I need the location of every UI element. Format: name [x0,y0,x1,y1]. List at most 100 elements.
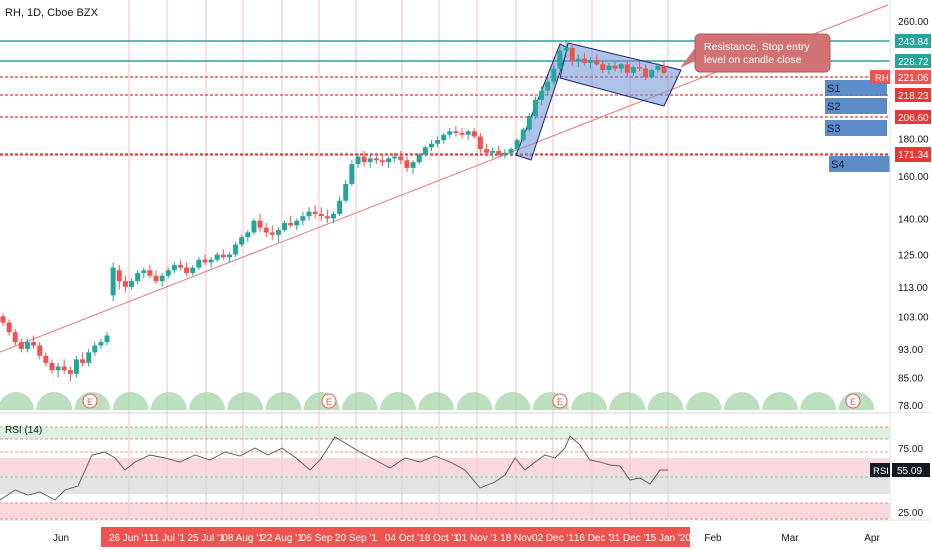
candle-body[interactable] [220,254,226,258]
candle-body[interactable] [239,237,245,245]
candle-body[interactable] [67,370,73,374]
candle-body[interactable] [398,156,404,161]
candle-body[interactable] [129,281,135,287]
candle-body[interactable] [331,213,336,219]
candle-body[interactable] [171,264,177,271]
candle-body[interactable] [514,140,520,150]
candle-body[interactable] [324,216,330,219]
candle-body[interactable] [465,131,471,135]
candle-body[interactable] [551,68,557,82]
candle-body[interactable] [606,65,612,70]
candle-body[interactable] [453,131,459,134]
candle-body[interactable] [24,342,30,349]
candle-body[interactable] [49,362,55,371]
candle-body[interactable] [12,332,18,343]
candle-body[interactable] [135,272,141,282]
candle-body[interactable] [379,160,385,163]
candle-body[interactable] [110,267,116,296]
candle-body[interactable] [31,342,37,346]
earnings-icon[interactable] [82,393,98,409]
candle-body[interactable] [116,270,122,282]
candle-body[interactable] [649,69,655,78]
candle-body[interactable] [288,223,294,226]
candle-body[interactable] [190,267,196,273]
candle-body[interactable] [618,64,624,69]
candle-body[interactable] [447,131,453,135]
candle-body[interactable] [318,213,324,217]
candle-body[interactable] [18,342,24,349]
candle-body[interactable] [202,259,208,263]
candle-body[interactable] [422,147,428,155]
candle-body[interactable] [153,275,159,282]
candle-body[interactable] [526,116,532,130]
candle-body[interactable] [141,270,147,273]
candle-body[interactable] [588,60,594,63]
candle-body[interactable] [392,156,398,159]
support-label-box[interactable] [825,98,887,114]
candle-body[interactable] [104,335,110,343]
candle-body[interactable] [477,136,483,150]
candle-body[interactable] [37,345,43,356]
candle-body[interactable] [98,342,104,346]
candle-body[interactable] [61,366,67,371]
candle-body[interactable] [226,254,232,258]
candle-body[interactable] [502,152,508,155]
time-axis[interactable]: Jun 26 Jun '1 11 Jul '1 25 Jul '108 Aug '12… [0,519,932,550]
support-label-box[interactable] [829,156,891,172]
candle-body[interactable] [441,134,447,141]
candle-body[interactable] [147,270,153,276]
candle-body[interactable] [496,150,502,155]
earnings-icon[interactable] [321,393,337,409]
candle-body[interactable] [563,47,569,51]
candle-body[interactable] [539,90,545,100]
candle-body[interactable] [386,158,392,163]
candle-body[interactable] [416,154,422,163]
candle-body[interactable] [557,50,563,69]
candle-body[interactable] [367,158,373,163]
candle-body[interactable] [214,254,220,260]
candle-body[interactable] [643,68,649,78]
candle-body[interactable] [655,65,661,70]
candle-body[interactable] [630,67,636,73]
rsi-line[interactable] [0,435,668,501]
candle-body[interactable] [43,355,49,363]
candle-body[interactable] [355,156,361,165]
candle-body[interactable] [92,345,98,353]
candle-body[interactable] [600,64,606,70]
candle-body[interactable] [257,220,263,228]
candle-body[interactable] [294,220,300,226]
candle-body[interactable] [508,149,514,153]
candle-body[interactable] [6,322,12,333]
candle-body[interactable] [312,211,318,214]
candle-body[interactable] [343,183,349,201]
candle-body[interactable] [490,150,496,153]
candle-body[interactable] [196,259,202,268]
earnings-icon[interactable] [552,393,568,409]
candle-body[interactable] [637,67,643,69]
candle-body[interactable] [624,64,630,73]
price-axis[interactable]: 260.00243.84228.72221.06218.23206.60192.… [889,0,932,520]
candle-body[interactable] [300,216,306,221]
candle-body[interactable] [177,264,183,268]
candle-body[interactable] [0,316,6,323]
candle-body[interactable] [233,244,239,255]
candle-body[interactable] [80,359,86,363]
candle-body[interactable] [545,81,551,91]
candle-body[interactable] [251,220,257,233]
candle-body[interactable] [532,99,538,117]
candle-body[interactable] [581,58,587,63]
candle-body[interactable] [55,366,61,371]
candle-body[interactable] [275,230,281,235]
candle-body[interactable] [404,160,410,168]
rsi-pane[interactable]: RSI (14) 75.00 25.00 RSI 55.09 [0,413,932,520]
candle-body[interactable] [569,47,575,62]
candle-body[interactable] [520,129,526,141]
candle-body[interactable] [428,143,434,148]
candle-body[interactable] [594,60,600,65]
candle-body[interactable] [471,131,477,137]
candle-body[interactable] [86,352,92,363]
candle-body[interactable] [661,65,667,73]
candle-body[interactable] [435,140,441,144]
candle-body[interactable] [484,149,490,153]
